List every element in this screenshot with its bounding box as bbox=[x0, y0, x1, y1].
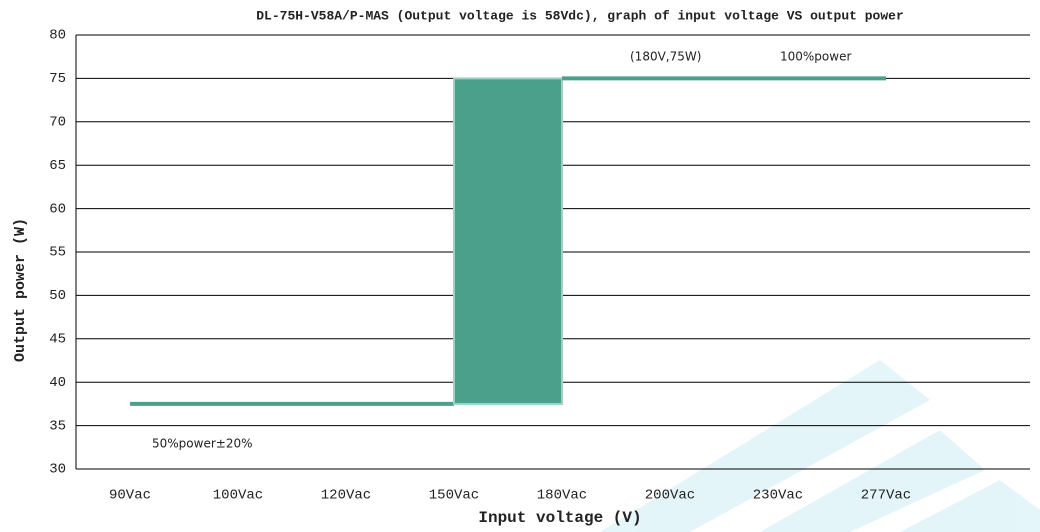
x-tick-label: 180Vac bbox=[537, 488, 587, 504]
x-tick-label: 200Vac bbox=[645, 488, 695, 504]
x-axis-label: Input voltage (V) bbox=[478, 509, 641, 527]
y-tick-label: 45 bbox=[49, 332, 66, 348]
watermark bbox=[600, 360, 1040, 532]
y-tick-label: 80 bbox=[49, 28, 66, 44]
y-tick-label: 60 bbox=[49, 201, 66, 217]
annotation: 50%power±20% bbox=[152, 437, 253, 451]
y-tick-label: 55 bbox=[49, 245, 66, 261]
x-tick-label: 277Vac bbox=[861, 488, 911, 504]
y-tick-label: 30 bbox=[49, 462, 66, 478]
x-tick-label: 230Vac bbox=[753, 488, 803, 504]
chart-title: DL-75H-V58A/P-MAS (Output voltage is 58V… bbox=[256, 8, 904, 23]
step-block bbox=[453, 77, 563, 405]
y-tick-label: 40 bbox=[49, 375, 66, 391]
x-tick-label: 90Vac bbox=[109, 488, 151, 504]
y-tick-label: 65 bbox=[49, 158, 66, 174]
y-tick-label: 70 bbox=[49, 115, 66, 131]
y-axis-label: Output power (W) bbox=[12, 218, 29, 362]
annotation: 100%power bbox=[780, 50, 851, 64]
annotation: (180V,75W) bbox=[630, 50, 701, 64]
y-tick-label: 50 bbox=[49, 288, 66, 304]
y-tick-label: 75 bbox=[49, 71, 66, 87]
x-tick-label: 120Vac bbox=[321, 488, 371, 504]
x-tick-label: 100Vac bbox=[213, 488, 263, 504]
x-tick-label: 150Vac bbox=[429, 488, 479, 504]
y-tick-label: 35 bbox=[49, 418, 66, 434]
